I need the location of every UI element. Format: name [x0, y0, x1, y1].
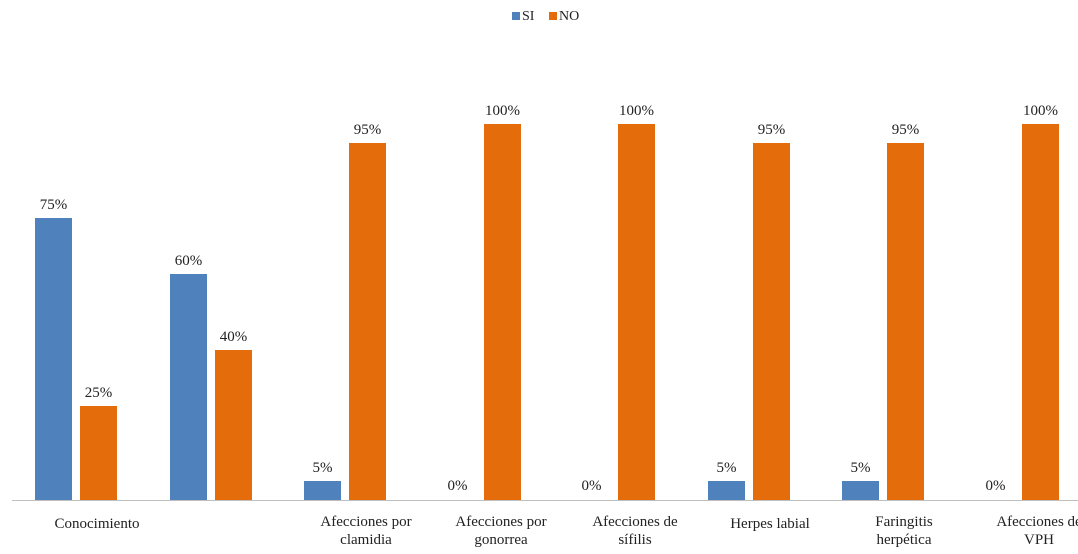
- bar-si-0: [35, 218, 72, 500]
- bar-no-5: [753, 143, 790, 500]
- x-tick-label-2-line-1: clamidia: [340, 532, 392, 548]
- bar-no-3: [484, 124, 521, 500]
- bar-no-7: [1022, 124, 1059, 500]
- data-label-si-6: 5%: [851, 460, 871, 476]
- x-tick-label-0-line-0: Conocimiento: [55, 516, 140, 532]
- data-label-no-2: 95%: [354, 122, 382, 138]
- data-label-no-5: 95%: [758, 122, 786, 138]
- data-label-si-4: 0%: [582, 478, 602, 494]
- x-tick-label-2-line-0: Afecciones por: [320, 514, 411, 530]
- data-label-no-4: 100%: [619, 103, 654, 119]
- data-label-no-0: 25%: [85, 385, 113, 401]
- data-label-no-6: 95%: [892, 122, 920, 138]
- bar-si-5: [708, 481, 745, 500]
- x-tick-label-3-line-1: gonorrea: [474, 532, 528, 548]
- bar-no-4: [618, 124, 655, 500]
- data-label-si-3: 0%: [448, 478, 468, 494]
- data-label-no-3: 100%: [485, 103, 520, 119]
- bar-no-2: [349, 143, 386, 500]
- x-tick-label-7-line-1: VPH: [1024, 532, 1054, 548]
- x-tick-label-6-line-1: herpética: [877, 532, 932, 548]
- data-label-si-5: 5%: [717, 460, 737, 476]
- data-label-no-1: 40%: [220, 329, 248, 345]
- data-label-si-0: 75%: [40, 197, 68, 213]
- data-label-si-1: 60%: [175, 253, 203, 269]
- x-tick-label-4-line-0: Afecciones de: [592, 514, 678, 530]
- bar-no-1: [215, 350, 252, 500]
- x-tick-label-7-line-0: Afecciones de: [996, 514, 1078, 530]
- x-tick-label-5-line-0: Herpes labial: [730, 516, 810, 532]
- bar-no-6: [887, 143, 924, 500]
- legend-swatch-si: [512, 12, 520, 20]
- bar-si-2: [304, 481, 341, 500]
- data-label-si-2: 5%: [313, 460, 333, 476]
- data-label-no-7: 100%: [1023, 103, 1058, 119]
- bar-si-6: [842, 481, 879, 500]
- legend-swatch-no: [549, 12, 557, 20]
- x-tick-label-4-line-1: sífilis: [618, 532, 652, 548]
- x-tick-label-6-line-0: Faringitis: [875, 514, 933, 530]
- legend-label-si: SI: [522, 9, 535, 24]
- legend-label-no: NO: [559, 9, 579, 24]
- x-tick-label-3-line-0: Afecciones por: [455, 514, 546, 530]
- bar-si-1: [170, 274, 207, 500]
- bar-no-0: [80, 406, 117, 500]
- data-label-si-7: 0%: [986, 478, 1006, 494]
